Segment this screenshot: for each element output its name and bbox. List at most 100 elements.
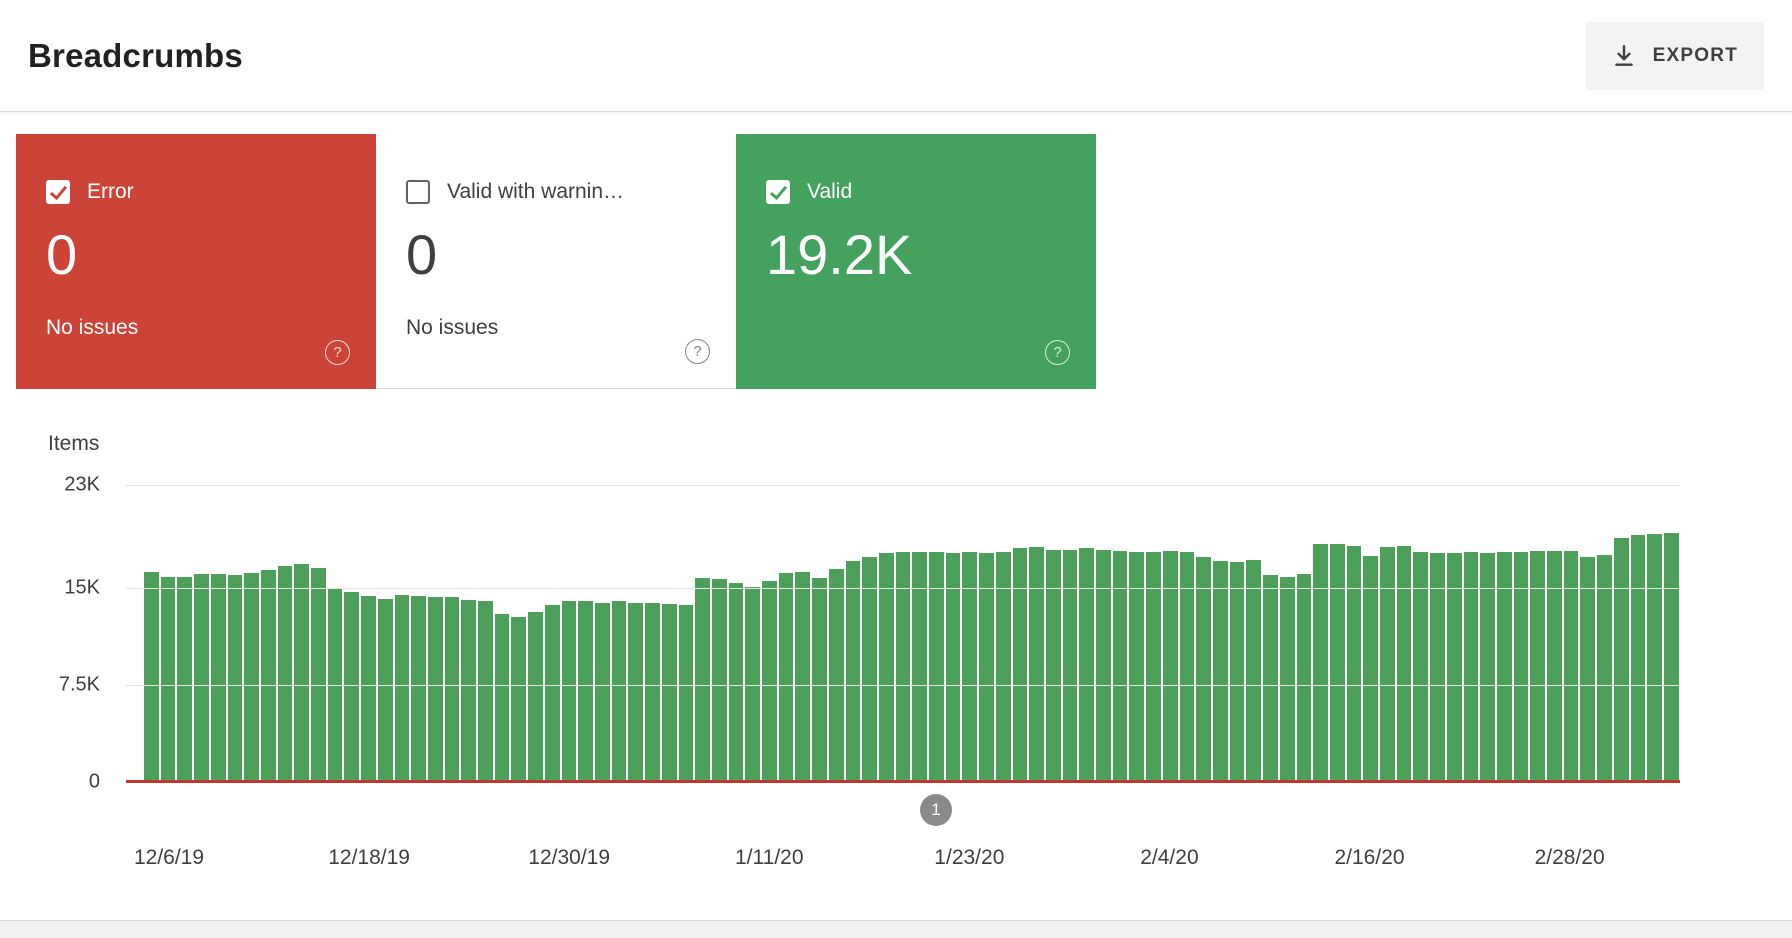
valid-items-bar[interactable]	[1229, 562, 1245, 782]
valid-items-bar[interactable]	[995, 552, 1011, 782]
valid-items-bar[interactable]	[260, 570, 276, 782]
valid-items-bar[interactable]	[177, 576, 193, 782]
valid-items-bar[interactable]	[1146, 552, 1161, 782]
valid-items-bar[interactable]	[1446, 553, 1462, 782]
valid-items-bar[interactable]	[511, 616, 527, 782]
valid-items-bar[interactable]	[544, 605, 560, 782]
valid-items-bar[interactable]	[444, 597, 460, 782]
valid-items-bar[interactable]	[1079, 548, 1095, 782]
valid-items-bar[interactable]	[711, 579, 727, 782]
valid-items-bar[interactable]	[1563, 550, 1579, 782]
valid-items-bar[interactable]	[528, 611, 543, 782]
help-icon[interactable]: ?	[1045, 340, 1070, 365]
error-checkbox[interactable]	[46, 180, 70, 204]
valid-items-bar[interactable]	[1496, 552, 1512, 782]
valid-items-bar[interactable]	[194, 574, 209, 782]
valid-items-bar[interactable]	[1630, 535, 1646, 782]
valid-items-bar[interactable]	[427, 597, 443, 782]
valid-items-bar[interactable]	[645, 602, 660, 782]
valid-items-bar[interactable]	[1246, 559, 1262, 782]
valid-items-bar[interactable]	[1663, 532, 1679, 782]
valid-items-bar[interactable]	[1647, 534, 1662, 782]
valid-items-bar[interactable]	[945, 553, 961, 782]
valid-checkbox[interactable]	[766, 180, 790, 204]
valid-items-bar[interactable]	[1112, 550, 1128, 782]
valid-items-bar[interactable]	[1547, 550, 1562, 782]
valid-items-bar[interactable]	[160, 576, 176, 782]
valid-items-bar[interactable]	[979, 553, 994, 782]
annotation-marker[interactable]: 1	[920, 794, 952, 826]
valid-items-bar[interactable]	[878, 553, 894, 782]
error-card[interactable]: Error 0 No issues ?	[16, 134, 376, 389]
valid-with-warnings-card[interactable]: Valid with warnin… 0 No issues ?	[376, 134, 736, 389]
valid-items-bar[interactable]	[862, 557, 877, 782]
valid-items-bar[interactable]	[745, 587, 761, 782]
valid-items-bar[interactable]	[611, 601, 627, 782]
valid-items-bar[interactable]	[1580, 557, 1596, 782]
valid-items-bar[interactable]	[1129, 552, 1145, 782]
valid-card[interactable]: Valid 19.2K ?	[736, 134, 1096, 389]
valid-items-bar[interactable]	[962, 552, 978, 782]
valid-items-bar[interactable]	[578, 601, 593, 782]
valid-items-bar[interactable]	[895, 552, 911, 782]
valid-items-bar[interactable]	[661, 603, 677, 782]
valid-items-bar[interactable]	[227, 575, 243, 782]
valid-items-bar[interactable]	[210, 574, 226, 782]
valid-items-bar[interactable]	[294, 563, 310, 782]
valid-items-bar[interactable]	[344, 592, 360, 782]
valid-items-bar[interactable]	[394, 594, 410, 782]
valid-items-bar[interactable]	[361, 596, 376, 782]
valid-items-bar[interactable]	[1413, 552, 1429, 782]
valid-items-bar[interactable]	[1329, 544, 1345, 782]
valid-items-bar[interactable]	[795, 571, 811, 782]
valid-items-bar[interactable]	[1396, 545, 1412, 782]
valid-items-bar[interactable]	[144, 571, 159, 782]
valid-items-bar[interactable]	[1430, 553, 1445, 782]
valid-items-bar[interactable]	[1463, 552, 1479, 782]
valid-items-bar[interactable]	[1597, 554, 1612, 782]
valid-items-bar[interactable]	[1513, 552, 1529, 782]
valid-items-bar[interactable]	[1613, 537, 1629, 782]
valid-items-bar[interactable]	[1179, 552, 1195, 782]
valid-items-bar[interactable]	[1263, 575, 1278, 782]
valid-items-bar[interactable]	[1196, 557, 1211, 782]
valid-items-bar[interactable]	[1346, 545, 1362, 782]
export-button[interactable]: EXPORT	[1584, 21, 1764, 90]
valid-items-bar[interactable]	[812, 577, 827, 782]
valid-items-bar[interactable]	[1380, 546, 1395, 782]
valid-items-bar[interactable]	[478, 601, 493, 782]
help-icon[interactable]: ?	[325, 340, 350, 365]
valid-items-bar[interactable]	[1480, 553, 1495, 782]
warnings-checkbox[interactable]	[406, 180, 430, 204]
valid-items-bar[interactable]	[277, 566, 293, 782]
valid-items-bar[interactable]	[695, 577, 710, 782]
valid-items-bar[interactable]	[1096, 549, 1111, 782]
valid-items-bar[interactable]	[778, 572, 794, 782]
valid-items-bar[interactable]	[1012, 548, 1028, 782]
valid-items-bar[interactable]	[494, 614, 510, 782]
valid-items-bar[interactable]	[828, 568, 844, 782]
valid-items-bar[interactable]	[1296, 574, 1312, 782]
valid-items-bar[interactable]	[461, 599, 477, 782]
valid-items-bar[interactable]	[1045, 549, 1061, 782]
valid-items-bar[interactable]	[594, 602, 610, 782]
valid-items-bar[interactable]	[244, 572, 259, 782]
valid-items-bar[interactable]	[728, 583, 744, 782]
valid-items-bar[interactable]	[311, 567, 326, 782]
valid-items-bar[interactable]	[411, 596, 426, 782]
valid-items-bar[interactable]	[1213, 561, 1228, 782]
help-icon[interactable]: ?	[685, 339, 710, 364]
valid-items-bar[interactable]	[912, 552, 928, 782]
valid-items-bar[interactable]	[678, 605, 694, 782]
valid-items-bar[interactable]	[1029, 546, 1044, 782]
valid-items-bar[interactable]	[561, 601, 577, 782]
valid-items-bar[interactable]	[628, 602, 644, 782]
valid-items-bar[interactable]	[1530, 550, 1546, 782]
valid-items-bar[interactable]	[762, 580, 777, 782]
valid-items-bar[interactable]	[1313, 544, 1328, 782]
valid-items-bar[interactable]	[1062, 549, 1078, 782]
valid-items-bar[interactable]	[929, 552, 944, 782]
valid-items-bar[interactable]	[1279, 576, 1295, 782]
valid-items-bar[interactable]	[377, 598, 393, 782]
valid-items-bar[interactable]	[1363, 556, 1379, 782]
